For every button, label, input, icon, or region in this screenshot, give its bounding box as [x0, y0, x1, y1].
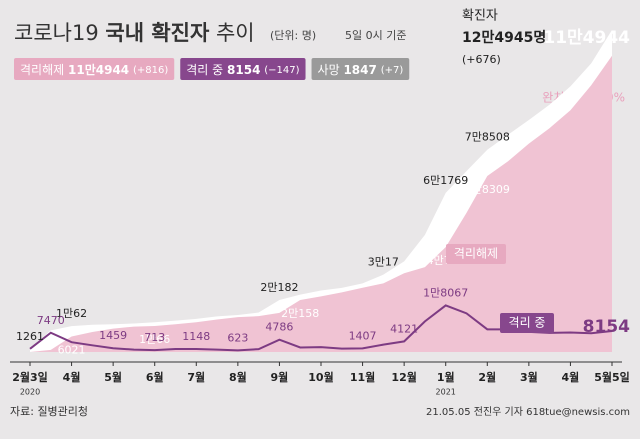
x-tick-label: 4월 [63, 370, 81, 384]
x-tick-label: 10월 [308, 370, 333, 384]
x-tick-label: 8월 [229, 370, 247, 384]
legend-value: 1847 [343, 63, 376, 77]
value-label: 7470 [37, 314, 65, 327]
unit-note: (단위: 명) [270, 29, 316, 42]
chart-title: 코로나19 국내 확진자 추이 [14, 21, 255, 45]
value-label: 2만182 [260, 281, 298, 294]
x-tick-label: 11월 [350, 370, 375, 384]
legend-name: 격리해제 [20, 63, 64, 77]
legend-text: 격리 중 8154 (−147) [186, 63, 299, 77]
value-label: 1459 [99, 329, 127, 342]
legend-box [311, 58, 410, 80]
legend-item: 격리해제 11만4944 (+816) [14, 58, 175, 80]
time-note: 5일 0시 기준 [345, 28, 406, 42]
legend-text: 사망 1847 (+7) [318, 63, 404, 77]
tag: 격리해제 [454, 247, 498, 261]
value-label: 1만8067 [423, 286, 468, 299]
value-label: 1407 [349, 329, 377, 342]
x-tick-label: 5월5일 [594, 370, 630, 384]
value-label: 1148 [182, 330, 210, 343]
legend-name: 격리 중 [186, 63, 223, 77]
x-tick-label: 12월 [391, 370, 416, 384]
credit: 21.05.05 전진우 기자 618tue@newsis.com [426, 406, 630, 418]
tag-box [446, 244, 506, 264]
value-label: 6만1769 [423, 174, 468, 187]
summary-change: (+676) [462, 53, 501, 66]
legend-item: 사망 1847 (+7) [311, 58, 410, 80]
legend-change: (−147) [264, 65, 299, 76]
x-tick-label: 7월 [187, 370, 205, 384]
year-label: 2020 [20, 388, 40, 397]
x-tick-label: 2월 [478, 370, 496, 384]
source: 자료: 질병관리청 [10, 405, 88, 418]
tag-box [500, 313, 554, 333]
value-label: 2만158 [281, 307, 319, 320]
legend-value: 8154 [227, 63, 260, 77]
x-tick-label: 1월 [437, 370, 455, 384]
value-label: 1261 [16, 330, 44, 343]
value-label: 4121 [390, 322, 418, 335]
tag: 격리 중 [509, 316, 546, 330]
x-tick-label: 9월 [271, 370, 289, 384]
x-tick-label: 6월 [146, 370, 164, 384]
value-label: 623 [227, 331, 248, 344]
value-label: 8154 [583, 317, 630, 337]
legend-box [14, 58, 175, 80]
legend-name: 사망 [318, 63, 340, 77]
x-tick-label: 3월 [520, 370, 538, 384]
value-label: 1만66 [139, 333, 170, 346]
year-label: 2021 [436, 388, 456, 397]
legend-item: 격리 중 8154 (−147) [180, 58, 306, 80]
legend-change: (+816) [133, 65, 168, 76]
value-label: 713 [144, 331, 165, 344]
value-label: 11만4944 [543, 28, 630, 48]
value-label: 6021 [58, 343, 86, 356]
value-label: 4786 [265, 321, 293, 334]
x-tick-label: 2월3일 [12, 370, 48, 384]
value-label: 7만8508 [465, 131, 510, 144]
summary-label: 확진자 [462, 9, 498, 24]
legend-text: 격리해제 11만4944 (+816) [20, 62, 168, 77]
legend-change: (+7) [381, 65, 404, 76]
x-tick-label: 5월 [104, 370, 122, 384]
legend-box [180, 58, 306, 80]
area [30, 55, 612, 352]
value-label: 3만17 [368, 256, 399, 269]
legend-value: 11만4944 [68, 62, 129, 77]
x-tick-label: 4월 [562, 370, 580, 384]
value-label: 6만8309 [465, 183, 510, 196]
value-label: 1만62 [56, 307, 87, 320]
summary-value: 12만4945명 [462, 29, 546, 46]
